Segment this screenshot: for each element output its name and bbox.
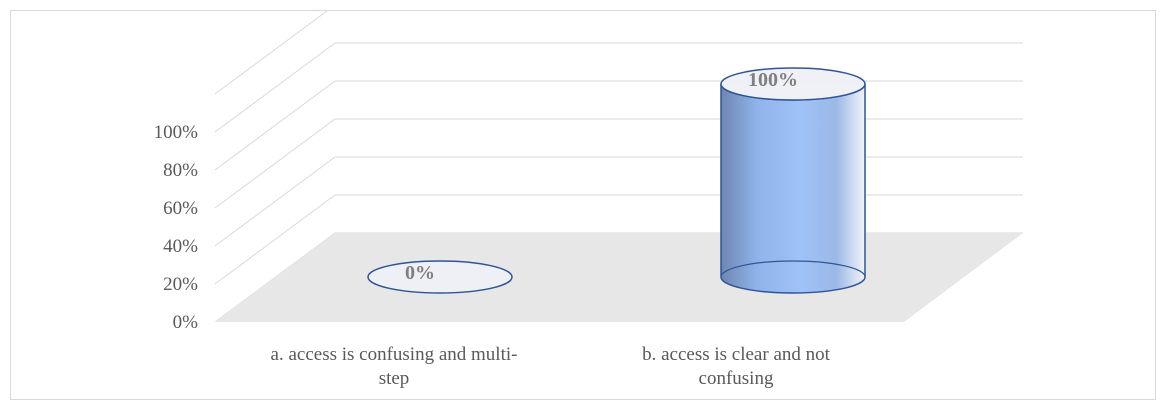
y-tick-label: 40%: [163, 236, 198, 257]
y-tick-label: 20%: [163, 274, 198, 295]
chart-plot: 0% 20% 40% 60% 80% 100% 0% 100% a. access is c…: [154, 11, 1023, 389]
bar-1: [367, 260, 513, 294]
bar-top: [367, 260, 513, 294]
category-label: a. access is confusing and multi-step: [271, 344, 518, 389]
data-label: 100%: [748, 69, 798, 91]
chart-frame: 0% 20% 40% 60% 80% 100% 0% 100% a. access is c…: [10, 10, 1156, 400]
bar-base-edge: [720, 260, 866, 278]
y-tick-label: 0%: [173, 312, 199, 333]
gridline: [214, 42, 1023, 133]
y-tick-label: 100%: [154, 122, 199, 143]
bar-top: [720, 67, 866, 101]
y-tick-label: 80%: [163, 160, 198, 181]
chart-floor: [215, 233, 1023, 322]
bar-2: [720, 67, 866, 294]
data-label: 0%: [405, 262, 435, 284]
bar-body: [720, 83, 866, 294]
y-tick-label: 60%: [163, 198, 198, 219]
category-label: b. access is clear and not confusing: [642, 344, 831, 389]
gridline: [214, 11, 328, 95]
